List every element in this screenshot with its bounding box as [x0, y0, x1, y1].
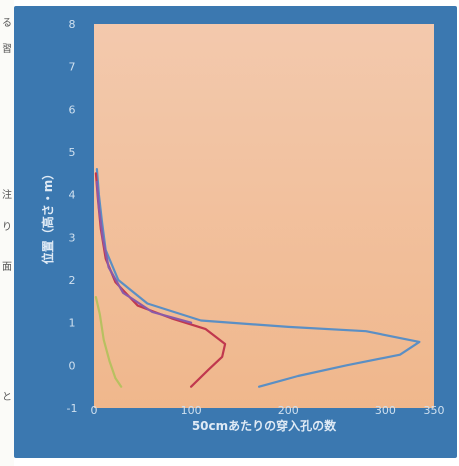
x-axis-ticks: 0 100 200 300 350 [91, 404, 445, 417]
series-line-3 [95, 180, 193, 324]
y-tick-label: 5 [69, 146, 76, 159]
y-tick-label: 2 [69, 274, 76, 287]
doc-char: る [2, 18, 12, 29]
doc-char: と [2, 392, 12, 403]
y-tick-label: 3 [69, 231, 76, 244]
x-tick-label: 200 [278, 404, 299, 417]
y-tick-label: 4 [69, 189, 76, 202]
doc-char: 注 [2, 190, 12, 201]
plot-area [94, 24, 434, 408]
doc-char: り [2, 222, 12, 233]
y-tick-label: 6 [69, 103, 76, 116]
x-tick-label: 300 [375, 404, 396, 417]
x-tick-label: 0 [91, 404, 98, 417]
x-tick-label: 350 [424, 404, 445, 417]
y-tick-label: 8 [69, 18, 76, 31]
series-lines [94, 168, 421, 388]
x-tick-label: 100 [181, 404, 202, 417]
y-tick-label: -1 [67, 402, 78, 415]
y-tick-label: 0 [69, 359, 76, 372]
x-axis-title: 50cmあたりの穿入孔の数 [192, 418, 337, 433]
y-axis-title: 位置（高さ・m） [40, 168, 55, 265]
y-axis-ticks: -1 0 1 2 3 4 5 6 7 8 [67, 18, 78, 415]
series-line-4 [94, 296, 123, 388]
doc-char: 習 [2, 44, 12, 55]
y-tick-label: 1 [69, 317, 76, 330]
chart-frame: -1 0 1 2 3 4 5 6 7 8 0 100 200 300 350 50cmあたりの穿入孔の数 … [14, 6, 457, 458]
y-tick-label: 7 [69, 61, 76, 74]
doc-char: 面 [2, 262, 12, 273]
series-line-1 [95, 168, 421, 388]
background-document-text: る習注り面と [0, 0, 14, 466]
